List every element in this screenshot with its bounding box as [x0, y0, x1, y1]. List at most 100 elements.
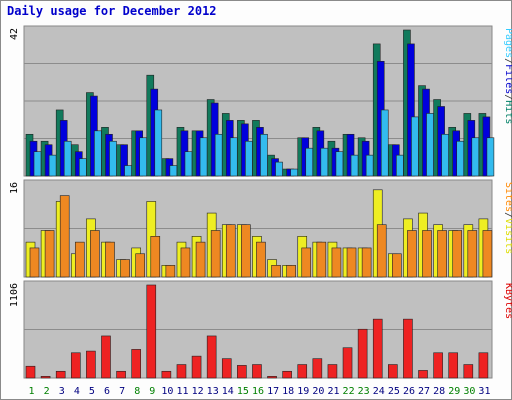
bar-sites-visits-sites-day-29: [452, 230, 463, 278]
axis-label-files: Files: [503, 64, 512, 94]
bar-requests-pages-day-17: [275, 161, 283, 177]
bar-sites-visits-sites-day-26: [407, 230, 417, 278]
bar-sites-visits-sites-day-1: [29, 247, 40, 278]
bar-requests-pages-day-8: [139, 137, 147, 177]
day-label-25: 25: [388, 386, 400, 397]
axis-label-slash: /: [503, 94, 512, 100]
bar-requests-pages-day-4: [78, 158, 87, 177]
bar-requests-pages-day-6: [109, 140, 117, 177]
bar-sites-visits-sites-day-31: [482, 230, 493, 278]
day-label-30: 30: [463, 386, 475, 397]
day-label-28: 28: [433, 386, 445, 397]
bar-sites-visits-sites-day-15: [241, 224, 251, 278]
bar-kbytes-kbytes-day-18: [282, 370, 292, 379]
bar-kbytes-kbytes-day-29: [448, 352, 459, 379]
axis-label-visits: Visits: [503, 218, 512, 254]
bar-requests-pages-day-21: [335, 151, 344, 177]
day-label-7: 7: [119, 386, 125, 397]
day-label-20: 20: [312, 386, 324, 397]
bar-requests-pages-day-28: [441, 133, 449, 177]
bar-kbytes-kbytes-day-10: [161, 370, 172, 379]
day-label-5: 5: [89, 386, 95, 397]
bar-sites-visits-sites-day-11: [180, 247, 191, 278]
bar-sites-visits-sites-day-6: [105, 241, 115, 278]
bar-requests-pages-day-20: [320, 147, 329, 177]
bar-sites-visits-sites-day-12: [195, 241, 206, 278]
bar-requests-pages-day-18: [290, 168, 298, 177]
panel-requests-scale-label: 42: [9, 28, 20, 40]
bar-requests-pages-day-2: [48, 154, 57, 177]
bar-requests-pages-day-16: [260, 133, 268, 177]
bar-requests-pages-day-31: [486, 137, 495, 177]
day-label-13: 13: [207, 386, 219, 397]
bar-kbytes-kbytes-day-7: [116, 370, 126, 379]
bar-kbytes-kbytes-day-20: [312, 358, 323, 379]
day-label-17: 17: [267, 386, 279, 397]
bar-sites-visits-sites-day-7: [120, 259, 130, 278]
day-label-3: 3: [59, 386, 65, 397]
bar-sites-visits-sites-day-9: [150, 236, 161, 278]
bar-requests-files-day-7: [120, 144, 128, 177]
day-label-22: 22: [343, 386, 355, 397]
day-label-11: 11: [176, 386, 188, 397]
bar-requests-pages-day-23: [365, 154, 374, 177]
bar-sites-visits-sites-day-24: [376, 224, 387, 278]
bar-requests-pages-day-12: [199, 137, 208, 177]
axis-label-slash: /: [503, 212, 512, 218]
bar-kbytes-kbytes-day-2: [40, 376, 51, 379]
day-label-15: 15: [237, 386, 249, 397]
bar-sites-visits-sites-day-22: [346, 247, 357, 278]
bar-sites-visits-sites-day-27: [422, 230, 432, 278]
bar-sites-visits-sites-day-2: [44, 230, 55, 278]
bar-kbytes-kbytes-day-22: [342, 347, 353, 379]
bar-requests-pages-day-27: [426, 113, 434, 177]
bar-requests-pages-day-10: [169, 165, 178, 177]
bar-kbytes-kbytes-day-31: [478, 352, 489, 379]
panel-sites-visits-scale-label: 16: [9, 182, 20, 194]
day-label-16: 16: [252, 386, 264, 397]
bar-kbytes-kbytes-day-6: [101, 335, 111, 379]
bar-kbytes-kbytes-day-24: [372, 318, 383, 379]
bar-kbytes-kbytes-day-8: [131, 349, 141, 379]
bar-requests-pages-day-25: [396, 154, 404, 177]
day-label-23: 23: [358, 386, 370, 397]
bar-sites-visits-sites-day-17: [271, 265, 281, 278]
day-label-4: 4: [74, 386, 80, 397]
bar-requests-pages-day-1: [33, 151, 42, 177]
day-label-9: 9: [149, 386, 155, 397]
axis-label-slash: /: [503, 58, 512, 64]
bar-requests-pages-day-3: [63, 140, 72, 177]
bar-kbytes-kbytes-day-4: [70, 352, 81, 379]
bar-kbytes-kbytes-day-5: [86, 350, 96, 379]
bar-requests-pages-day-29: [456, 140, 465, 177]
day-label-27: 27: [418, 386, 430, 397]
panel-requests-axis-label: Pages/Files/Hits: [503, 28, 512, 124]
bar-requests-pages-day-7: [124, 165, 132, 177]
bar-sites-visits-sites-day-19: [301, 247, 312, 278]
bar-requests-pages-day-19: [305, 147, 314, 177]
bar-kbytes-kbytes-day-14: [221, 358, 232, 379]
bar-sites-visits-sites-day-28: [437, 230, 447, 278]
axis-label-pages: Pages: [503, 28, 512, 58]
bar-sites-visits-sites-day-18: [286, 265, 296, 278]
bar-kbytes-kbytes-day-17: [267, 376, 277, 379]
bar-kbytes-kbytes-day-23: [357, 328, 368, 379]
bar-requests-pages-day-14: [229, 137, 238, 177]
day-label-10: 10: [161, 386, 173, 397]
bar-requests-pages-day-26: [411, 116, 419, 177]
day-label-14: 14: [222, 386, 234, 397]
day-label-24: 24: [373, 386, 385, 397]
bar-kbytes-kbytes-day-30: [463, 364, 474, 379]
bar-requests-pages-day-13: [214, 133, 223, 177]
bar-kbytes-kbytes-day-11: [176, 364, 187, 379]
bar-requests-pages-day-11: [184, 151, 193, 177]
bar-sites-visits-sites-day-21: [331, 247, 342, 278]
bar-kbytes-kbytes-day-28: [433, 352, 443, 379]
bar-kbytes-kbytes-day-13: [206, 335, 217, 379]
bar-kbytes-kbytes-day-16: [252, 364, 262, 379]
bar-kbytes-kbytes-day-25: [388, 364, 398, 379]
bar-sites-visits-sites-day-10: [165, 265, 176, 278]
bar-sites-visits-sites-day-16: [256, 241, 266, 278]
day-label-2: 2: [44, 386, 50, 397]
